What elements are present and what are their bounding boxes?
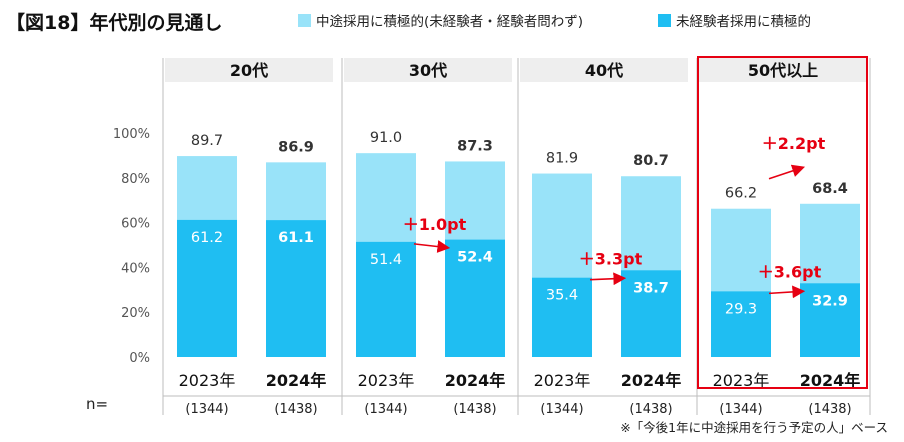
n-value: (1344) [364, 402, 407, 417]
group-header-label: 30代 [409, 61, 447, 80]
x-tick-label: 2024年 [445, 371, 506, 390]
data-label-inexperienced: 38.7 [633, 280, 669, 296]
n-value: (1438) [629, 402, 672, 417]
n-value: (1344) [185, 402, 228, 417]
n-value: (1438) [453, 402, 496, 417]
x-tick-label: 2024年 [621, 371, 682, 390]
bar-inexperienced [356, 241, 416, 357]
data-label-inexperienced: 61.2 [191, 230, 223, 246]
n-value: (1344) [540, 402, 583, 417]
bar-inexperienced [177, 219, 237, 357]
data-label-inexperienced: 52.4 [457, 250, 493, 266]
n-value: (1438) [274, 402, 317, 417]
x-tick-label: 2023年 [179, 371, 236, 390]
y-tick-label: 40% [121, 261, 150, 276]
data-label-inexperienced: 61.1 [278, 230, 314, 246]
bar-inexperienced [800, 283, 860, 357]
data-label-inexperienced: 32.9 [812, 293, 848, 309]
n-label: n= [86, 395, 108, 413]
highlight-box [697, 56, 868, 389]
change-annotation: ＋3.6pt [758, 262, 822, 281]
n-value: (1438) [808, 402, 851, 417]
y-tick-label: 100% [113, 127, 150, 142]
x-tick-label: 2023年 [534, 371, 591, 390]
bar-inexperienced [532, 277, 592, 357]
change-arrow [768, 285, 806, 299]
legend-label-total: 中途採用に積極的(未経験者・経験者問わず) [316, 14, 584, 30]
chart-title: 【図18】年代別の見通し [6, 12, 223, 34]
data-label-inexperienced: 29.3 [725, 301, 757, 317]
group-header-bg [165, 58, 333, 82]
group-header-label: 20代 [230, 61, 268, 80]
bar-inexperienced [621, 270, 681, 357]
group-header-label: 50代以上 [748, 61, 818, 80]
footnote: ※「今後1年に中途採用を行う予定の人」ベース [620, 420, 888, 435]
change-annotation: ＋2.2pt [762, 134, 826, 153]
data-label-total: 66.2 [725, 186, 757, 202]
bar-inexperienced [445, 239, 505, 357]
x-tick-label: 2024年 [266, 371, 327, 390]
legend-swatch-total [298, 13, 311, 27]
legend-swatch-inexperienced [658, 13, 671, 27]
n-value: (1344) [719, 402, 762, 417]
data-label-total: 89.7 [191, 133, 223, 149]
x-tick-label: 2024年 [800, 371, 861, 390]
change-annotation: ＋3.3pt [579, 249, 643, 268]
data-label-inexperienced: 51.4 [370, 252, 402, 268]
data-label-inexperienced: 35.4 [546, 288, 578, 304]
group-header-label: 40代 [585, 61, 623, 80]
change-arrow [589, 272, 627, 286]
data-label-total: 86.9 [278, 139, 314, 155]
y-tick-label: 20% [121, 306, 150, 321]
y-tick-label: 80% [121, 172, 150, 187]
group-header-bg [699, 58, 867, 82]
data-label-total: 91.0 [370, 130, 402, 146]
group-header-bg [344, 58, 512, 82]
data-label-total: 87.3 [457, 138, 493, 154]
data-label-total: 81.9 [546, 151, 578, 167]
group-header-bg [520, 58, 688, 82]
bar-inexperienced [266, 220, 326, 357]
legend-label-inexperienced: 未経験者採用に積極的 [676, 14, 811, 30]
x-tick-label: 2023年 [358, 371, 415, 390]
x-tick-label: 2023年 [713, 371, 770, 390]
change-arrow [413, 240, 451, 253]
legend-item-inexperienced: 未経験者採用に積極的 [658, 10, 811, 30]
y-tick-label: 60% [121, 217, 150, 232]
data-label-total: 68.4 [812, 181, 848, 197]
data-label-total: 80.7 [633, 153, 669, 169]
bar-inexperienced [711, 291, 771, 357]
change-arrow [768, 164, 806, 180]
legend-item-total: 中途採用に積極的(未経験者・経験者問わず) [298, 10, 583, 30]
y-tick-label: 0% [129, 351, 150, 366]
change-annotation: ＋1.0pt [403, 215, 467, 234]
